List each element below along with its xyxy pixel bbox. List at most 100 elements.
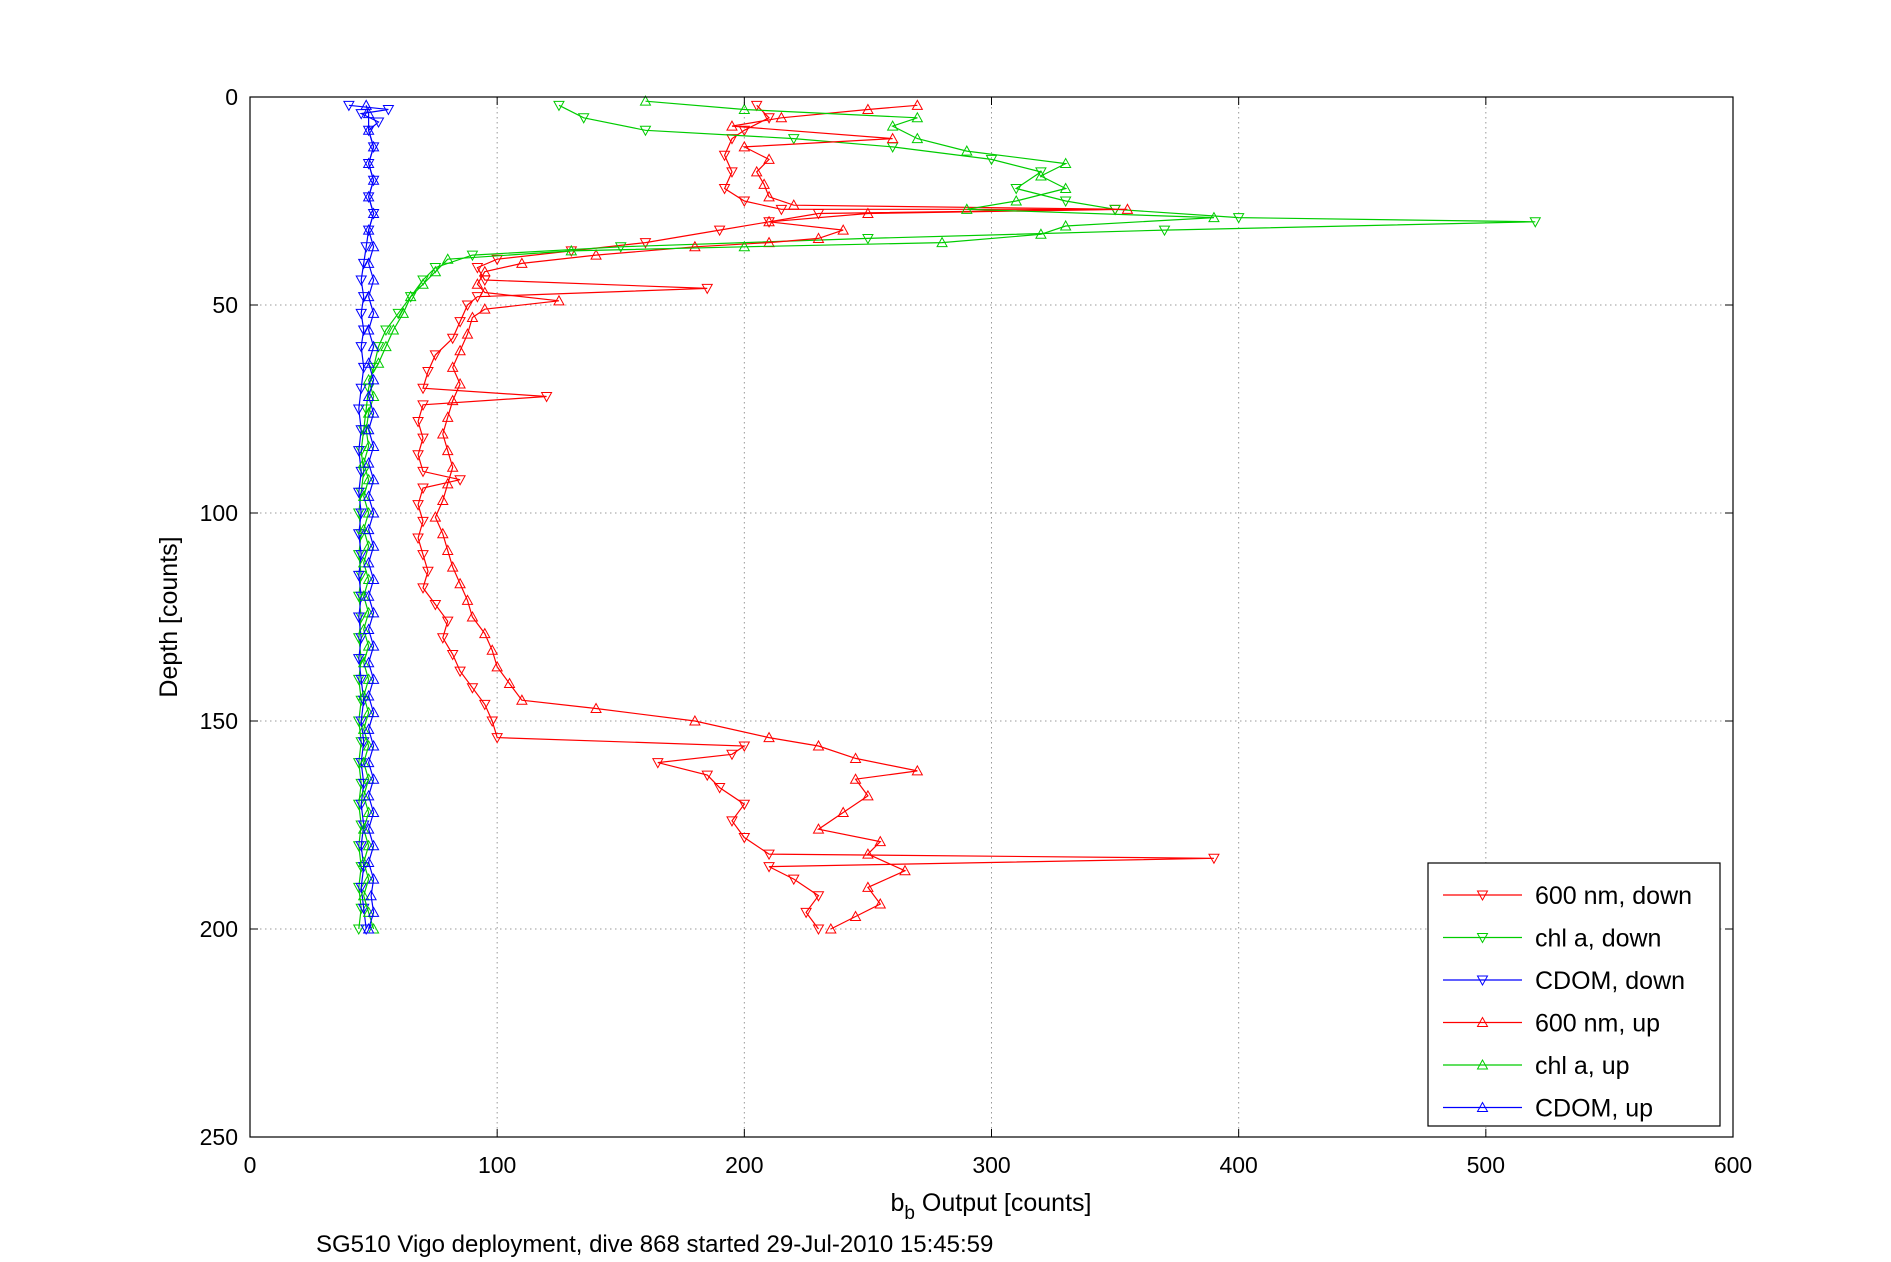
data-point xyxy=(1121,203,1134,214)
data-point xyxy=(911,132,924,144)
x-tick-label: 200 xyxy=(725,1152,763,1178)
data-point xyxy=(417,483,429,495)
data-point xyxy=(417,400,429,411)
legend-label: CDOM, down xyxy=(1535,967,1685,995)
data-point xyxy=(713,225,726,237)
data-point xyxy=(454,317,466,328)
data-point xyxy=(357,737,370,748)
data-point xyxy=(362,590,375,601)
data-point xyxy=(812,739,825,751)
x-tick-label: 300 xyxy=(972,1152,1010,1178)
data-point xyxy=(1059,157,1072,169)
data-point xyxy=(471,292,484,303)
data-point xyxy=(429,511,442,522)
data-point xyxy=(412,450,424,461)
data-point xyxy=(1010,194,1023,206)
data-point xyxy=(651,758,664,769)
legend-box xyxy=(1427,862,1721,1127)
data-point xyxy=(417,550,429,561)
data-point xyxy=(352,446,365,457)
data-point xyxy=(837,224,850,235)
data-point xyxy=(738,125,751,137)
data-point xyxy=(372,357,385,368)
data-point xyxy=(812,232,825,243)
data-point xyxy=(352,404,365,416)
data-point xyxy=(422,367,434,378)
data-point xyxy=(849,752,862,763)
data-point xyxy=(849,773,862,784)
data-point xyxy=(362,290,375,302)
data-point xyxy=(701,283,714,295)
data-point xyxy=(886,132,899,144)
data-point xyxy=(738,103,751,114)
data-point xyxy=(466,610,479,622)
data-point xyxy=(874,835,887,847)
data-point xyxy=(429,263,442,274)
data-point xyxy=(436,494,449,506)
data-point xyxy=(540,392,553,403)
x-tick-label: 0 xyxy=(244,1152,257,1178)
data-point xyxy=(360,99,373,110)
data-point xyxy=(367,706,380,718)
data-point xyxy=(372,117,385,128)
data-point xyxy=(355,383,368,395)
data-point xyxy=(454,378,466,389)
y-tick-label: 200 xyxy=(200,916,238,942)
data-point xyxy=(367,673,380,684)
data-point xyxy=(367,207,380,218)
data-point xyxy=(899,864,911,876)
data-point xyxy=(367,174,380,185)
data-point xyxy=(849,910,862,922)
data-point xyxy=(738,140,751,152)
data-point xyxy=(446,333,459,345)
data-point xyxy=(911,99,924,110)
data-point xyxy=(362,423,375,435)
data-point xyxy=(960,145,973,156)
data-point xyxy=(718,150,731,162)
data-point xyxy=(362,523,375,535)
data-point xyxy=(1035,167,1047,178)
data-point xyxy=(352,924,365,936)
data-point xyxy=(491,660,504,672)
data-point xyxy=(367,307,380,318)
data-point xyxy=(565,244,578,256)
data-point xyxy=(454,666,466,678)
data-point xyxy=(355,275,368,287)
data-point xyxy=(392,308,405,320)
data-point xyxy=(382,104,395,116)
data-point xyxy=(862,789,874,801)
data-point xyxy=(689,240,701,252)
legend-marker xyxy=(1476,933,1489,944)
data-point xyxy=(824,922,837,934)
data-point xyxy=(726,167,738,178)
data-point xyxy=(417,583,429,594)
series-line xyxy=(417,104,1215,930)
data-point xyxy=(441,544,454,555)
data-point xyxy=(758,178,770,189)
data-point xyxy=(750,100,763,112)
data-point xyxy=(355,308,368,320)
data-point xyxy=(355,550,368,561)
y-tick-label: 50 xyxy=(212,292,238,318)
data-point xyxy=(478,286,491,298)
series-line xyxy=(363,100,1215,930)
data-point xyxy=(367,140,380,152)
data-point xyxy=(738,799,751,811)
data-point xyxy=(486,716,499,728)
data-point xyxy=(436,527,449,539)
data-point xyxy=(355,716,368,728)
data-point xyxy=(367,506,380,518)
data-point xyxy=(718,184,731,195)
data-point xyxy=(362,190,375,202)
data-point xyxy=(352,654,365,665)
data-point xyxy=(417,275,429,287)
data-point xyxy=(360,404,373,416)
data-point xyxy=(639,238,652,249)
data-point xyxy=(763,215,775,227)
x-tick-label: 400 xyxy=(1219,1152,1257,1178)
legend-marker xyxy=(1476,1058,1489,1070)
data-point xyxy=(862,848,874,859)
data-point xyxy=(367,473,380,485)
data-point xyxy=(738,832,751,844)
data-point xyxy=(1059,219,1072,231)
